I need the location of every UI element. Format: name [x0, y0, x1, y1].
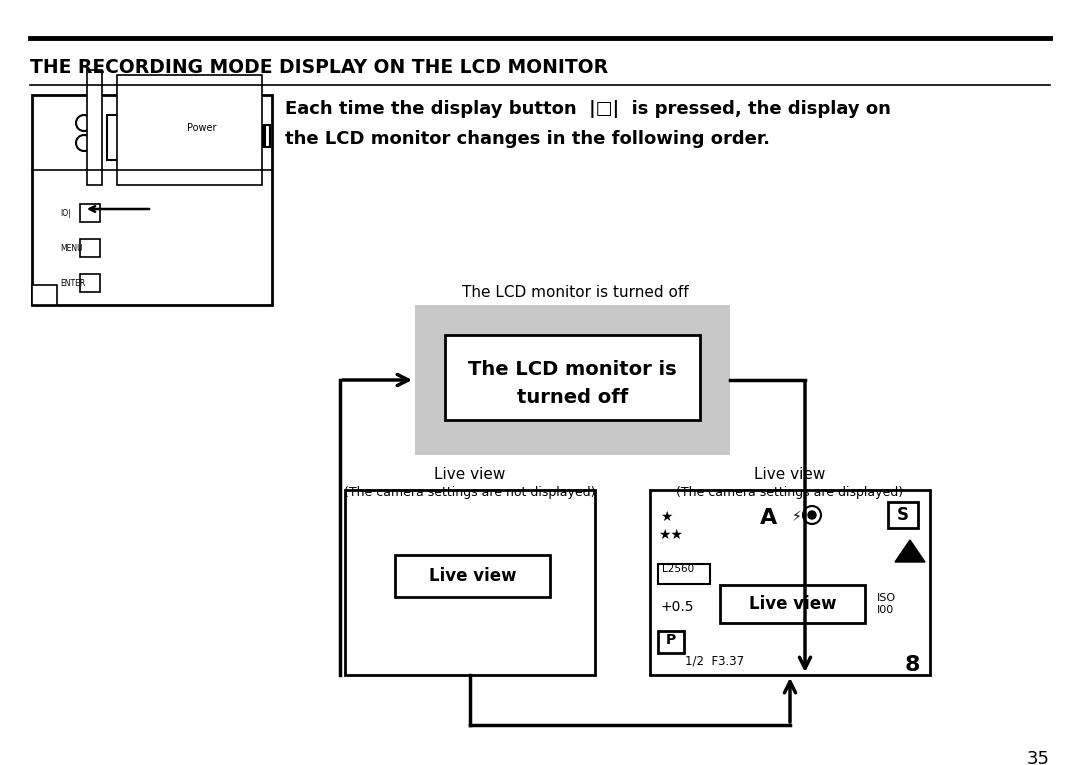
Bar: [650, 490, 930, 675]
Text: (The camera settings are displayed): (The camera settings are displayed): [676, 486, 904, 499]
Bar: [32, 95, 272, 305]
Text: ⚡: ⚡: [792, 510, 801, 524]
Circle shape: [808, 511, 816, 519]
Bar: [445, 335, 700, 420]
Text: ISO
I00: ISO I00: [877, 593, 896, 615]
Text: The LCD monitor is turned off: The LCD monitor is turned off: [461, 285, 688, 300]
Text: Live view: Live view: [754, 467, 826, 482]
Text: ENTER: ENTER: [60, 278, 85, 288]
Polygon shape: [895, 540, 924, 562]
Bar: [80, 239, 100, 257]
Bar: [242, 125, 248, 147]
Bar: [87, 70, 102, 185]
Text: A: A: [760, 508, 778, 528]
Text: L2560: L2560: [662, 564, 694, 574]
Polygon shape: [222, 131, 234, 143]
Bar: [251, 125, 257, 147]
Bar: [658, 564, 710, 584]
Text: +0.5: +0.5: [660, 600, 693, 614]
Text: Live view: Live view: [748, 595, 836, 613]
Text: the LCD monitor changes in the following order.: the LCD monitor changes in the following…: [285, 130, 770, 148]
Text: Power: Power: [187, 123, 216, 133]
Text: 35: 35: [1027, 750, 1050, 765]
Text: 8: 8: [904, 655, 920, 675]
Bar: [888, 502, 918, 528]
Text: ★: ★: [660, 510, 673, 524]
Bar: [32, 285, 57, 305]
Text: Live view: Live view: [429, 567, 516, 585]
Bar: [117, 75, 262, 185]
Bar: [80, 204, 100, 222]
Bar: [720, 585, 865, 623]
Bar: [107, 115, 162, 160]
Bar: [240, 125, 270, 147]
Text: IO|: IO|: [60, 209, 71, 217]
Text: (The camera settings are not displayed): (The camera settings are not displayed): [345, 486, 596, 499]
Bar: [80, 274, 100, 292]
Bar: [415, 305, 730, 455]
Text: Each time the display button  |□|  is pressed, the display on: Each time the display button |□| is pres…: [285, 100, 891, 118]
Text: turned off: turned off: [517, 388, 629, 407]
Text: MENU: MENU: [60, 243, 83, 252]
Text: S: S: [897, 506, 909, 524]
Bar: [658, 631, 684, 653]
Text: The LCD monitor is: The LCD monitor is: [469, 360, 677, 379]
Text: Live view: Live view: [434, 467, 505, 482]
Text: THE RECORDING MODE DISPLAY ON THE LCD MONITOR: THE RECORDING MODE DISPLAY ON THE LCD MO…: [30, 58, 608, 77]
Text: P: P: [666, 633, 676, 647]
Bar: [345, 490, 595, 675]
Text: 1/2  F3.37: 1/2 F3.37: [685, 655, 744, 668]
Bar: [395, 555, 550, 597]
Text: ★★: ★★: [658, 528, 683, 542]
Bar: [260, 125, 266, 147]
